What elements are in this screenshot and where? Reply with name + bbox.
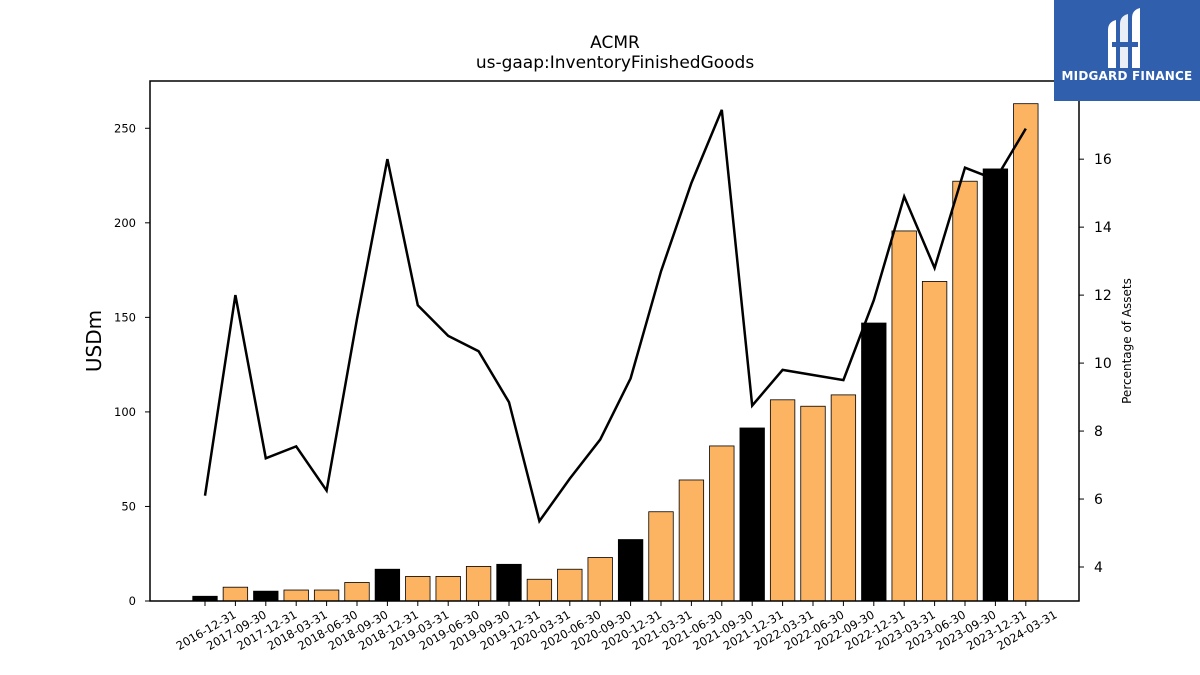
y2-axis-title: Percentage of Assets — [1120, 278, 1134, 404]
bar — [800, 405, 826, 602]
y2-tick-label: 12 — [1094, 288, 1112, 304]
bar — [891, 230, 917, 602]
y2-tick-label: 8 — [1094, 424, 1103, 440]
left-axis: 0 50 100 150 200 250 — [114, 121, 150, 608]
y-tick-label: 250 — [114, 121, 136, 135]
bar — [982, 168, 1009, 602]
line-series — [203, 109, 1027, 525]
y-tick-label: 150 — [114, 310, 136, 324]
y-tick-label: 100 — [114, 405, 136, 419]
x-axis: 2016-12-312017-09-302017-12-312018-03-31… — [174, 601, 1059, 653]
y-tick-label: 200 — [114, 216, 136, 230]
chart-subtitle: us-gaap:InventoryFinishedGoods — [476, 53, 755, 73]
bar — [861, 322, 887, 602]
bar — [769, 399, 796, 602]
y-tick-label: 50 — [121, 499, 136, 513]
y2-tick-label: 6 — [1094, 492, 1103, 508]
bar — [557, 568, 583, 602]
bar — [435, 576, 461, 602]
bar — [344, 582, 370, 602]
brand-logo: MIDGARD FINANCE — [1054, 0, 1200, 101]
bar — [587, 557, 613, 602]
bar — [465, 565, 492, 602]
bar — [253, 590, 279, 602]
midgard-logo-icon — [1108, 8, 1140, 68]
line-series-path — [203, 109, 1027, 525]
bar — [921, 281, 948, 602]
bar — [313, 589, 340, 602]
bar — [617, 539, 644, 602]
y2-tick-label: 4 — [1094, 560, 1103, 576]
brand-name: MIDGARD FINANCE — [1061, 69, 1193, 83]
bar — [1013, 103, 1039, 602]
y2-tick-label: 14 — [1094, 220, 1112, 236]
bar — [648, 511, 674, 602]
bar — [739, 427, 765, 602]
plot-frame — [149, 80, 1080, 602]
bar — [952, 180, 978, 602]
bar — [830, 394, 857, 602]
bar — [405, 576, 431, 602]
bar — [283, 589, 309, 602]
bar — [526, 578, 553, 602]
bar — [709, 445, 735, 602]
y2-tick-label: 10 — [1094, 356, 1112, 372]
bar — [222, 586, 249, 602]
bar — [496, 563, 522, 602]
bar — [678, 479, 705, 602]
y-axis-title: USDm — [82, 310, 106, 372]
chart-title: ACMR — [590, 33, 640, 53]
right-axis: 4 6 8 10 12 14 16 — [1079, 152, 1112, 576]
bar — [374, 568, 401, 602]
bar-series — [192, 103, 1039, 602]
y2-tick-label: 16 — [1094, 152, 1112, 168]
y-tick-label: 0 — [129, 594, 136, 608]
